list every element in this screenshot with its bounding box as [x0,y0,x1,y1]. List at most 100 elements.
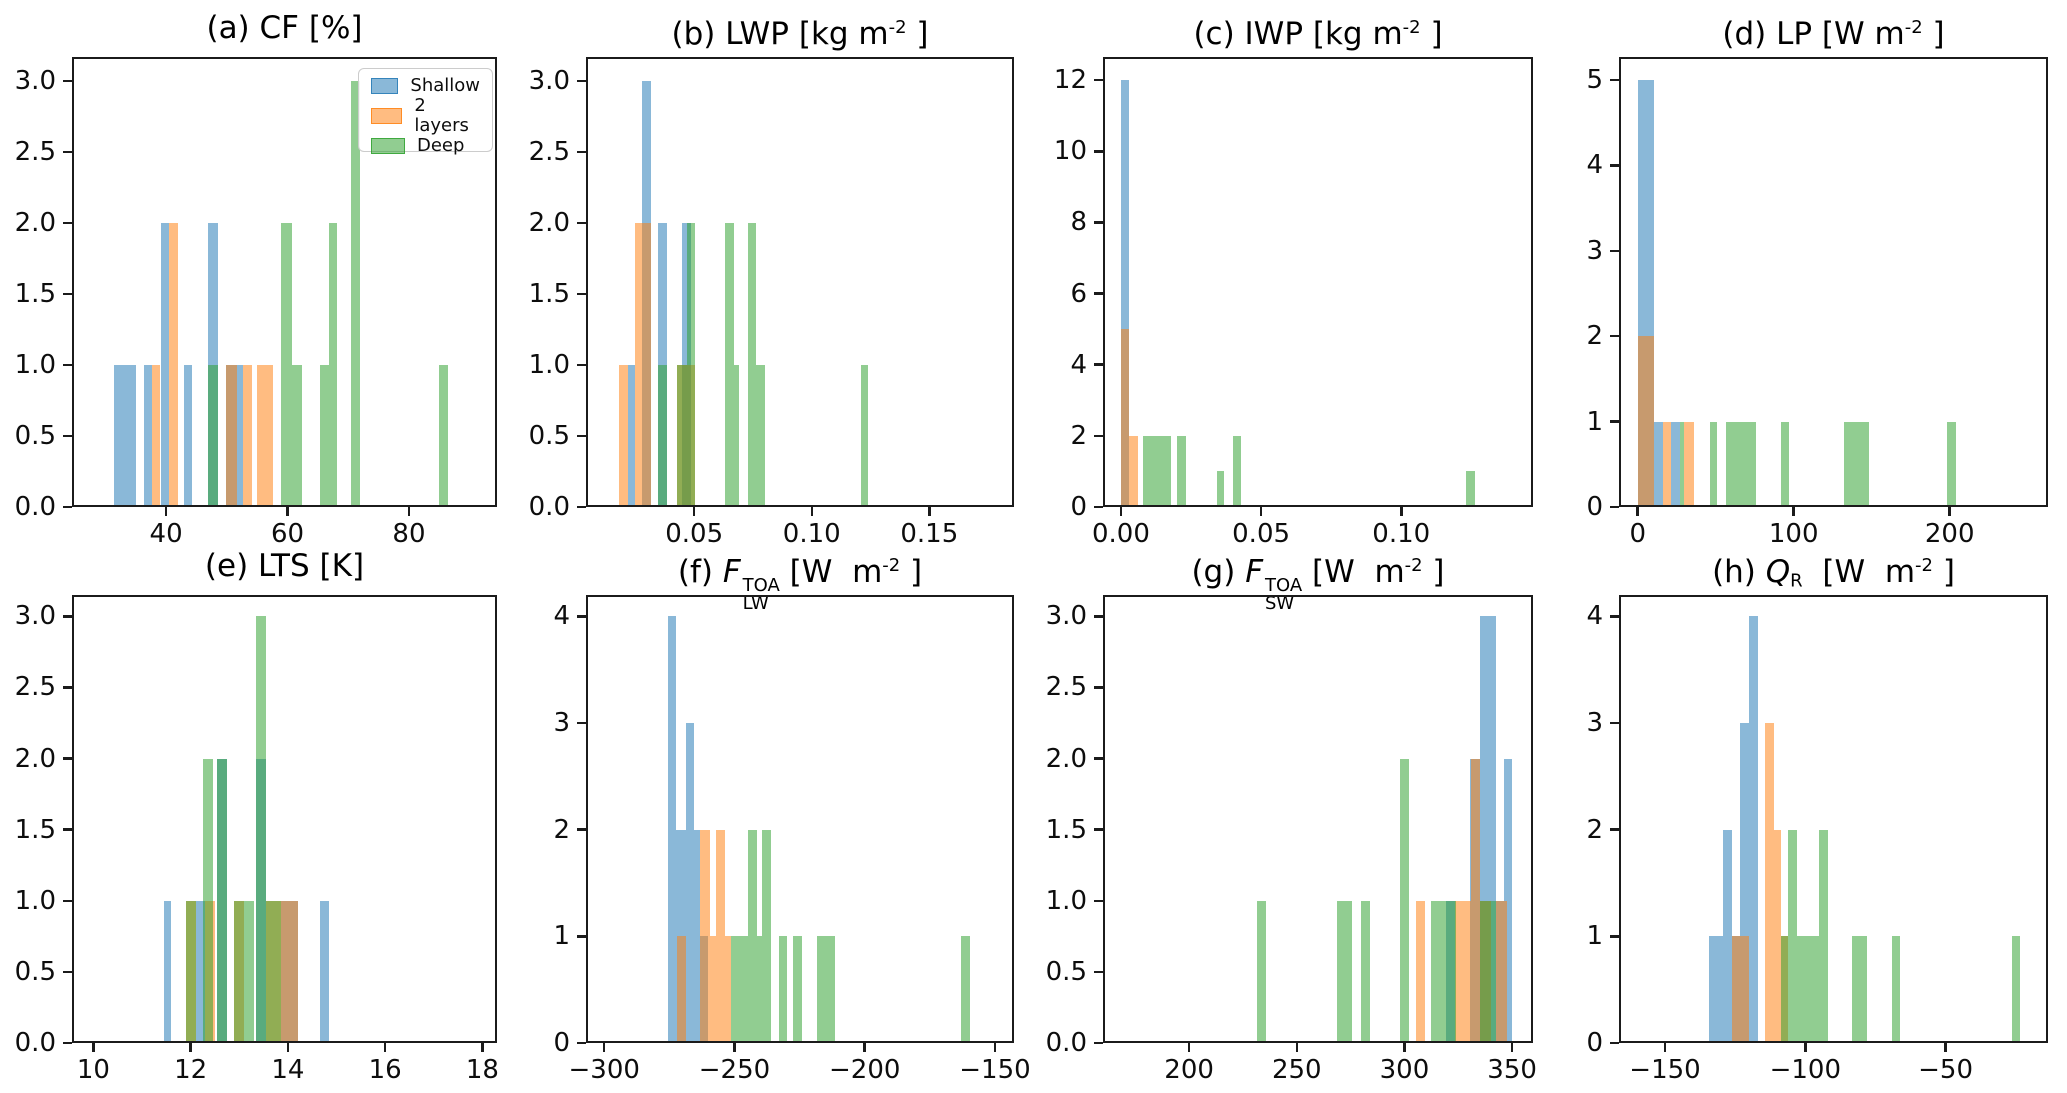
y-tick [63,899,72,903]
bar-shallow [236,365,244,507]
y-tick-label: 1.0 [1045,885,1087,916]
bar-deep [1843,421,1869,507]
bar-shallow [113,365,137,507]
y-tick-label: 2.0 [528,208,570,239]
legend-label: 2 layers [414,95,469,136]
bar-deep [658,365,667,507]
bar-shallow [184,365,193,507]
x-tick-label: 12 [174,1055,208,1085]
x-tick-label: 60 [270,519,305,549]
y-tick [63,1041,72,1045]
bar-deep [1466,471,1475,507]
x-tick [733,1043,736,1052]
bar-deep [817,936,835,1043]
bar-2layers [1684,421,1694,507]
x-tick [810,507,813,516]
bar-2layers [1495,900,1507,1043]
subplot-title-b: (b) LWP [kg m-2 ] [671,16,929,53]
legend-item-2layers: 2 layers [371,96,480,136]
y-tick-label: 1 [1586,406,1603,437]
bar-2layers [1416,900,1425,1043]
title-exponent: -2 [1402,17,1421,38]
bar-shallow [161,223,170,507]
y-tick [577,434,586,438]
x-tick-label: 0.10 [1372,519,1431,549]
y-tick-label: 1 [553,921,570,952]
y-tick-label: 4 [1070,349,1087,380]
x-tick-label: −200 [829,1055,901,1085]
bar-deep [1177,435,1186,507]
x-tick [692,507,696,516]
title-variable: CF [259,10,299,46]
y-tick-label: 2.5 [14,672,56,703]
bar-deep [676,365,688,507]
y-tick-label: 0.5 [1045,956,1087,987]
bar-deep [217,758,228,1043]
bar-deep [1232,435,1241,507]
y-tick-label: 0.0 [14,1028,56,1058]
y-tick [1610,78,1619,82]
title-exponent: -2 [1915,555,1933,576]
y-tick-label: 0.0 [14,492,56,522]
x-tick [863,1043,866,1052]
y-tick-label: 3 [1586,708,1603,738]
x-tick [1510,1043,1514,1052]
bar-2layers [724,936,732,1043]
x-tick [1792,507,1795,516]
x-tick [1295,1043,1299,1052]
y-tick-label: 2 [1586,814,1603,845]
y-tick-label: 12 [1053,65,1087,96]
y-tick [577,828,586,831]
x-tick [602,1043,606,1052]
bar-shallow [195,900,206,1043]
title-variable: LWP [725,16,789,53]
title-variable: F [1245,554,1264,591]
y-tick-label: 3 [553,708,570,738]
bar-deep [234,900,254,1043]
x-tick-label: 200 [1924,519,1975,549]
y-tick-label: 1.5 [528,279,570,310]
y-tick [1610,420,1619,423]
y-tick-label: 2.5 [14,137,56,168]
x-tick-label: −300 [568,1055,640,1085]
subplot-title-f: (f) F TOA LW [W m-2 ] [677,554,923,615]
x-tick-label: 250 [1271,1055,1322,1085]
bar-2layers [226,365,237,507]
x-tick-label: 80 [392,519,426,549]
y-tick [1610,1041,1619,1045]
subplot-title-g: (g) F TOA SW [W m-2 ] [1191,554,1445,615]
y-tick [1094,78,1103,82]
x-tick-label: −150 [1629,1055,1701,1085]
bar-deep [1336,900,1352,1043]
y-tick [63,828,72,831]
bar-deep [266,900,281,1043]
y-tick [577,363,586,367]
y-tick [1094,1041,1103,1045]
y-tick-label: 2.5 [528,137,570,168]
bar-deep [748,829,757,1043]
bar-deep [1819,829,1828,1043]
y-tick-label: 3.0 [14,66,56,97]
y-tick-label: 2 [553,814,570,845]
bar-2layers [716,829,725,1043]
plot-area-g [1103,595,1533,1043]
x-tick-label: 0.00 [1091,519,1150,549]
legend-label: Shallow [410,75,480,96]
y-tick [63,970,72,974]
x-tick [383,1043,387,1052]
y-tick [1610,334,1619,338]
y-tick [63,615,72,618]
y-tick-label: 2 [1586,321,1603,352]
y-tick [1610,828,1619,831]
x-tick-label: 0.15 [900,519,959,549]
title-supsub: TOA LW [742,574,780,615]
x-tick-label: 0.05 [1232,519,1291,549]
plot-area-e [72,595,497,1043]
legend-swatch-shallow [371,78,399,94]
title-variable: Q [1765,554,1791,591]
y-tick [63,79,72,83]
x-tick-label: 300 [1379,1055,1430,1085]
bar-2layers [635,223,651,507]
x-tick [1948,507,1951,516]
x-tick-label: 100 [1768,519,1819,549]
